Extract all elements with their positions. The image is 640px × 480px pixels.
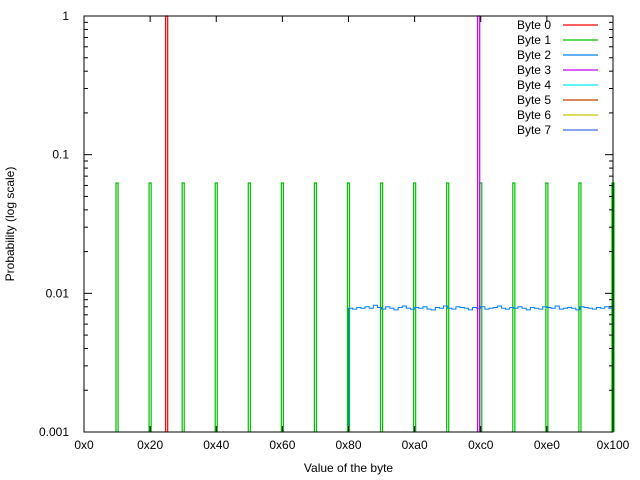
y-tick-label: 1 xyxy=(62,9,69,23)
x-tick-label: 0x20 xyxy=(137,438,163,452)
legend-label: Byte 6 xyxy=(517,108,551,122)
series-1-spike xyxy=(148,182,152,432)
legend-label: Byte 7 xyxy=(517,123,551,137)
ticks-layer: 0x0 0x20 0x40 0x60 0x80 0xa0 0xc0 0xe0 0x100 0.00… xyxy=(39,9,630,452)
series-1-spike xyxy=(313,182,318,432)
x-tick-label: 0x40 xyxy=(203,438,229,452)
x-tick-label: 0xa0 xyxy=(402,438,428,452)
legend-label: Byte 4 xyxy=(517,78,551,92)
x-tick-label: 0xe0 xyxy=(534,438,560,452)
legend-label: Byte 1 xyxy=(517,33,551,47)
x-tick-label: 0x0 xyxy=(74,438,94,452)
series-1-spike xyxy=(280,182,285,432)
x-tick-label: 0x60 xyxy=(269,438,295,452)
series-1-spike xyxy=(181,182,185,432)
plot-layer xyxy=(115,15,615,432)
y-axis-label: Probability (log scale) xyxy=(3,167,17,282)
series-1-spike xyxy=(446,182,450,432)
legend-label: Byte 2 xyxy=(517,48,551,62)
legend-label: Byte 3 xyxy=(517,63,551,77)
y-tick-label: 0.01 xyxy=(46,286,70,300)
series-2-line xyxy=(348,304,613,432)
y-tick-label: 0.001 xyxy=(39,425,69,439)
series-1-spike xyxy=(115,182,119,432)
legend-label: Byte 5 xyxy=(517,93,551,107)
x-tick-label: 0x100 xyxy=(597,438,630,452)
series-1-spike xyxy=(247,182,251,432)
y-tick-label: 0.1 xyxy=(52,148,69,162)
x-axis-label: Value of the byte xyxy=(304,461,394,475)
series-0-spike xyxy=(165,15,169,432)
series-1-spike xyxy=(578,182,582,432)
series-1-spike xyxy=(214,182,218,432)
x-tick-label: 0x80 xyxy=(335,438,361,452)
series-3-spike xyxy=(477,15,481,432)
x-tick-label: 0xc0 xyxy=(468,438,494,452)
series-1-spike xyxy=(346,182,351,432)
legend-label: Byte 0 xyxy=(517,18,551,32)
